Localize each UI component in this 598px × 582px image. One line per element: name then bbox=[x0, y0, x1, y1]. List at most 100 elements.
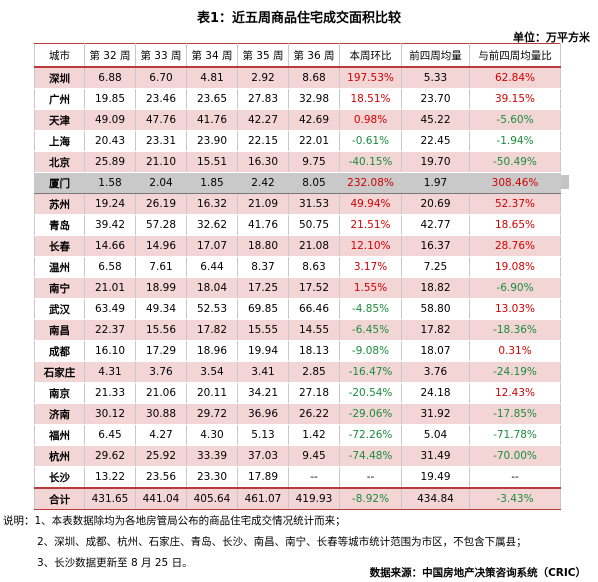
header-cell: 第 33 周 bbox=[135, 43, 187, 68]
total-value: 431.65 bbox=[84, 487, 136, 510]
city-cell: 厦门 bbox=[34, 172, 85, 194]
value-cell: 57.28 bbox=[135, 214, 187, 236]
value-cell: 52.53 bbox=[186, 298, 238, 320]
total-label: 合计 bbox=[34, 487, 85, 510]
value-cell: 23.70 bbox=[401, 88, 470, 110]
value-cell: 27.18 bbox=[288, 382, 340, 404]
total-value: 441.04 bbox=[135, 487, 187, 510]
value-cell: 5.33 bbox=[401, 67, 470, 89]
value-cell: 18.07 bbox=[401, 340, 470, 362]
value-cell: 39.15% bbox=[469, 88, 561, 110]
value-cell: 31.53 bbox=[288, 193, 340, 215]
value-cell: 19.94 bbox=[237, 340, 289, 362]
value-cell: 58.80 bbox=[401, 298, 470, 320]
value-cell: 41.76 bbox=[237, 214, 289, 236]
table-row: 南昌 22.37 15.56 17.82 15.55 14.55 -6.45% 17.82 -1… bbox=[34, 319, 561, 341]
value-cell: 19.85 bbox=[84, 88, 136, 110]
table-row: 武汉 63.49 49.34 52.53 69.85 66.46 -4.85% 58.80 13… bbox=[34, 298, 561, 320]
table-row: 深圳 6.88 6.70 4.81 2.92 8.68 197.53% 5.33 62.84% bbox=[34, 67, 561, 89]
notes: 说明：1、本表数据除均为各地房管局公布的商品住宅成交情况统计而来； 2、深圳、成… bbox=[3, 511, 527, 574]
value-cell: 30.88 bbox=[135, 403, 187, 425]
city-cell: 南京 bbox=[34, 382, 85, 404]
data-table-container: 城市 第 32 周 第 33 周 第 34 周 第 35 周 第 36 周 本周… bbox=[34, 43, 561, 510]
value-cell: -0.61% bbox=[339, 130, 402, 152]
value-cell: 18.04 bbox=[186, 277, 238, 299]
value-cell: 41.76 bbox=[186, 109, 238, 131]
header-cell: 第 36 周 bbox=[288, 43, 340, 68]
data-source: 数据来源：中国房地产决策咨询系统（CRIC） bbox=[369, 567, 586, 579]
table-row: 温州 6.58 7.61 6.44 8.37 8.63 3.17% 7.25 19.08% bbox=[34, 256, 561, 278]
value-cell: 17.82 bbox=[401, 319, 470, 341]
value-cell: 3.54 bbox=[186, 361, 238, 383]
value-cell: -50.49% bbox=[469, 151, 561, 173]
value-cell: 8.68 bbox=[288, 67, 340, 89]
city-cell: 广州 bbox=[34, 88, 85, 110]
value-cell: 14.55 bbox=[288, 319, 340, 341]
value-cell: 19.24 bbox=[84, 193, 136, 215]
value-cell: 49.94% bbox=[339, 193, 402, 215]
value-cell: 13.22 bbox=[84, 466, 136, 489]
value-cell: 16.32 bbox=[186, 193, 238, 215]
table-row: 杭州 29.62 25.92 33.39 37.03 9.45 -74.48% 31.49 -7… bbox=[34, 445, 561, 467]
value-cell: -5.60% bbox=[469, 109, 561, 131]
value-cell: 45.22 bbox=[401, 109, 470, 131]
value-cell: 26.22 bbox=[288, 403, 340, 425]
city-cell: 成都 bbox=[34, 340, 85, 362]
value-cell: 18.82 bbox=[401, 277, 470, 299]
value-cell: -1.94% bbox=[469, 130, 561, 152]
value-cell: 27.83 bbox=[237, 88, 289, 110]
value-cell: 21.06 bbox=[135, 382, 187, 404]
value-cell: 19.70 bbox=[401, 151, 470, 173]
row-scroll-indicator bbox=[561, 175, 569, 189]
value-cell: 19.49 bbox=[401, 466, 470, 489]
city-cell: 福州 bbox=[34, 424, 85, 446]
note-3: 3、长沙数据更新至 8 月 25 日。 bbox=[37, 557, 193, 569]
value-cell: -71.78% bbox=[469, 424, 561, 446]
value-cell: 3.41 bbox=[237, 361, 289, 383]
value-cell: 49.34 bbox=[135, 298, 187, 320]
city-cell: 武汉 bbox=[34, 298, 85, 320]
value-cell: 9.75 bbox=[288, 151, 340, 173]
value-cell: 20.43 bbox=[84, 130, 136, 152]
table-row: 福州 6.45 4.27 4.30 5.13 1.42 -72.26% 5.04 -71.78% bbox=[34, 424, 561, 446]
value-cell: 6.44 bbox=[186, 256, 238, 278]
value-cell: -9.08% bbox=[339, 340, 402, 362]
table-row: 青岛 39.42 57.28 32.62 41.76 50.75 21.51% 42.77 18… bbox=[34, 214, 561, 236]
value-cell: 52.37% bbox=[469, 193, 561, 215]
table-row: 广州 19.85 23.46 23.65 27.83 32.98 18.51% 23.70 39… bbox=[34, 88, 561, 110]
value-cell: 18.96 bbox=[186, 340, 238, 362]
city-cell: 长沙 bbox=[34, 466, 85, 489]
table-row: 南宁 21.01 18.99 18.04 17.25 17.52 1.55% 18.82 -6.… bbox=[34, 277, 561, 299]
value-cell: 29.72 bbox=[186, 403, 238, 425]
value-cell: 1.55% bbox=[339, 277, 402, 299]
value-cell: 21.33 bbox=[84, 382, 136, 404]
value-cell: 22.45 bbox=[401, 130, 470, 152]
value-cell: 34.21 bbox=[237, 382, 289, 404]
value-cell: 1.42 bbox=[288, 424, 340, 446]
value-cell: -20.54% bbox=[339, 382, 402, 404]
value-cell: 4.27 bbox=[135, 424, 187, 446]
value-cell: 4.30 bbox=[186, 424, 238, 446]
value-cell: 2.42 bbox=[237, 172, 289, 194]
city-cell: 石家庄 bbox=[34, 361, 85, 383]
city-cell: 深圳 bbox=[34, 67, 85, 89]
value-cell: 3.76 bbox=[401, 361, 470, 383]
value-cell: 6.88 bbox=[84, 67, 136, 89]
total-value: 461.07 bbox=[237, 487, 289, 510]
total-value: 434.84 bbox=[401, 487, 470, 510]
value-cell: 7.61 bbox=[135, 256, 187, 278]
value-cell: 22.15 bbox=[237, 130, 289, 152]
value-cell: -74.48% bbox=[339, 445, 402, 467]
city-cell: 南昌 bbox=[34, 319, 85, 341]
value-cell: 0.31% bbox=[469, 340, 561, 362]
value-cell: 19.08% bbox=[469, 256, 561, 278]
value-cell: -16.47% bbox=[339, 361, 402, 383]
value-cell: 17.52 bbox=[288, 277, 340, 299]
value-cell: 0.98% bbox=[339, 109, 402, 131]
value-cell: 31.49 bbox=[401, 445, 470, 467]
value-cell: 69.85 bbox=[237, 298, 289, 320]
table-row: 厦门 1.58 2.04 1.85 2.42 8.05 232.08% 1.97 308.46% bbox=[34, 172, 561, 194]
value-cell: 42.77 bbox=[401, 214, 470, 236]
value-cell: 66.46 bbox=[288, 298, 340, 320]
value-cell: 13.03% bbox=[469, 298, 561, 320]
